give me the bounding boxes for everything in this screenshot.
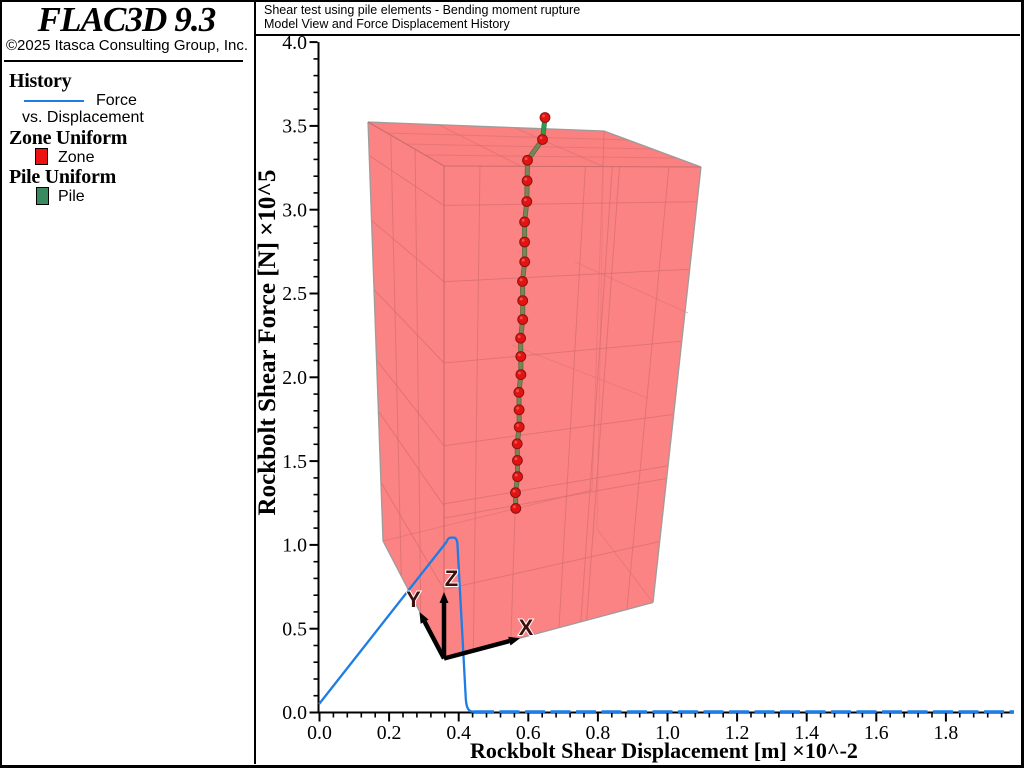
svg-text:0.0: 0.0 [282,702,307,724]
svg-text:1.0: 1.0 [282,535,307,557]
svg-text:3.0: 3.0 [282,199,307,221]
svg-text:2.5: 2.5 [282,283,307,305]
svg-text:1.2: 1.2 [725,722,750,744]
svg-text:1.6: 1.6 [864,722,889,744]
svg-text:1.8: 1.8 [934,722,959,744]
svg-text:Rockbolt Shear Force [N] ×10^5: Rockbolt Shear Force [N] ×10^5 [254,170,281,516]
svg-text:Y: Y [406,587,421,612]
svg-text:0.4: 0.4 [446,722,471,744]
svg-text:4.0: 4.0 [282,32,307,54]
svg-text:0.6: 0.6 [516,722,541,744]
svg-text:0.0: 0.0 [307,722,332,744]
svg-text:0.5: 0.5 [282,618,307,640]
svg-text:1.0: 1.0 [655,722,680,744]
svg-text:X: X [519,615,534,640]
svg-text:0.2: 0.2 [377,722,402,744]
svg-text:1.4: 1.4 [794,722,819,744]
svg-text:1.5: 1.5 [282,451,307,473]
svg-text:Rockbolt Shear Displacement [m: Rockbolt Shear Displacement [m] ×10^-2 [470,738,858,763]
svg-text:2.0: 2.0 [282,367,307,389]
svg-text:Z: Z [445,566,458,591]
svg-text:0.8: 0.8 [586,722,611,744]
svg-text:3.5: 3.5 [282,116,307,138]
